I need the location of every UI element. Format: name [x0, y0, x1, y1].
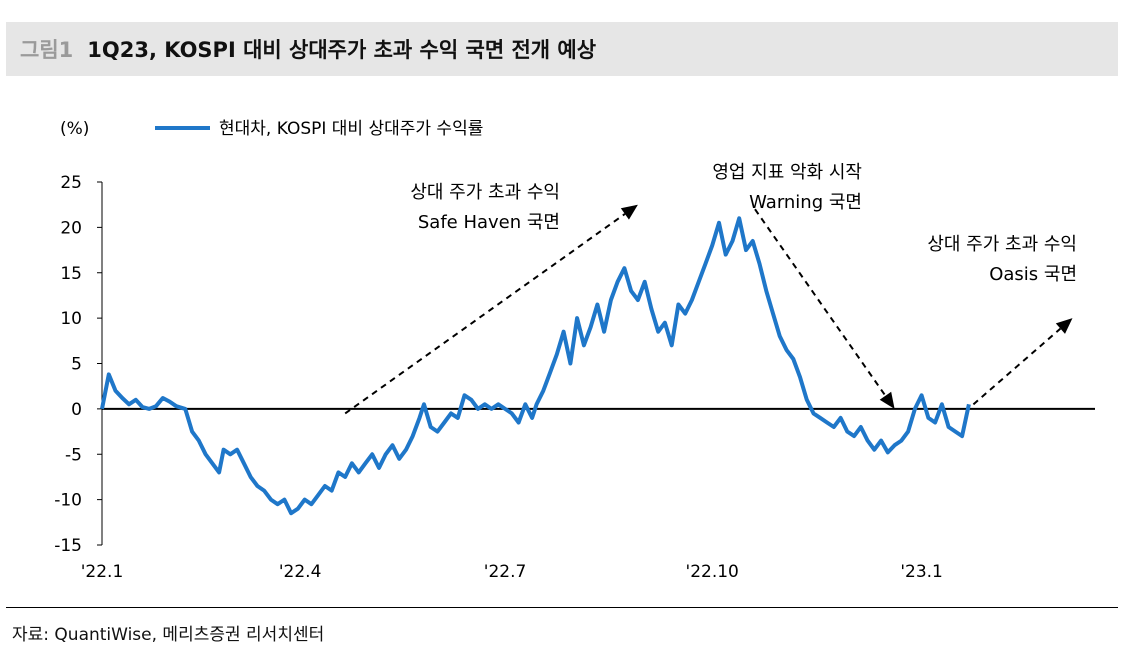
- figure-label: 그림1: [20, 38, 74, 62]
- y-tick-label: 25: [60, 173, 82, 193]
- annotation-arrowhead: [620, 204, 638, 220]
- annotation-arrowhead: [879, 391, 895, 409]
- annotation-label: 상대 주가 초과 수익: [410, 182, 560, 203]
- x-tick-label: '22.10: [686, 562, 739, 582]
- legend: 현대차, KOSPI 대비 상대주가 수익률: [155, 119, 483, 139]
- x-axis: '22.1 '22.4 '22.7 '22.10 '23.1: [81, 562, 943, 582]
- annotation-label: 상대 주가 초과 수익: [927, 234, 1077, 255]
- annotation-label: Oasis 국면: [989, 264, 1077, 285]
- y-unit-label: (%): [60, 119, 89, 139]
- x-tick-label: '22.4: [279, 562, 322, 582]
- y-axis: 25 20 15 10 5 0 -5 -10 -15: [54, 173, 103, 556]
- annotation-arrowhead: [1055, 318, 1073, 334]
- line-chart: (%) 현대차, KOSPI 대비 상대주가 수익률 25 20 15 10 5 0 -5 -…: [54, 119, 1095, 582]
- source-divider: [6, 607, 1118, 608]
- annotations: 상대 주가 초과 수익 Safe Haven 국면 영업 지표 악화 시작 Warni…: [344, 162, 1077, 415]
- y-tick-label: 5: [71, 355, 82, 375]
- y-tick-label: 15: [60, 264, 82, 284]
- y-tick-label: 20: [60, 218, 82, 238]
- annotation-label: Safe Haven 국면: [418, 212, 560, 233]
- figure-title: 1Q23, KOSPI 대비 상대주가 초과 수익 국면 전개 예상: [87, 38, 597, 62]
- annotation-arrow-line: [754, 208, 887, 397]
- source-note: 자료: QuantiWise, 메리츠증권 리서치센터: [12, 625, 325, 645]
- annotation-label: 영업 지표 악화 시작: [712, 162, 862, 183]
- x-tick-label: '23.1: [900, 562, 943, 582]
- x-tick-label: '22.1: [81, 562, 124, 582]
- annotation-label: Warning 국면: [749, 192, 862, 213]
- y-tick-label: 0: [71, 400, 82, 420]
- series-line: [100, 216, 971, 516]
- annotation-arrow-line: [972, 327, 1062, 406]
- x-tick-label: '22.7: [484, 562, 527, 582]
- annotation-arrow-line: [344, 213, 626, 415]
- y-tick-label: -10: [54, 491, 82, 511]
- y-tick-label: -5: [65, 445, 82, 465]
- y-tick-label: -15: [54, 536, 82, 556]
- legend-label: 현대차, KOSPI 대비 상대주가 수익률: [219, 119, 483, 139]
- figure-title-bar: 그림1 1Q23, KOSPI 대비 상대주가 초과 수익 국면 전개 예상: [6, 22, 1118, 76]
- y-tick-label: 10: [60, 309, 82, 329]
